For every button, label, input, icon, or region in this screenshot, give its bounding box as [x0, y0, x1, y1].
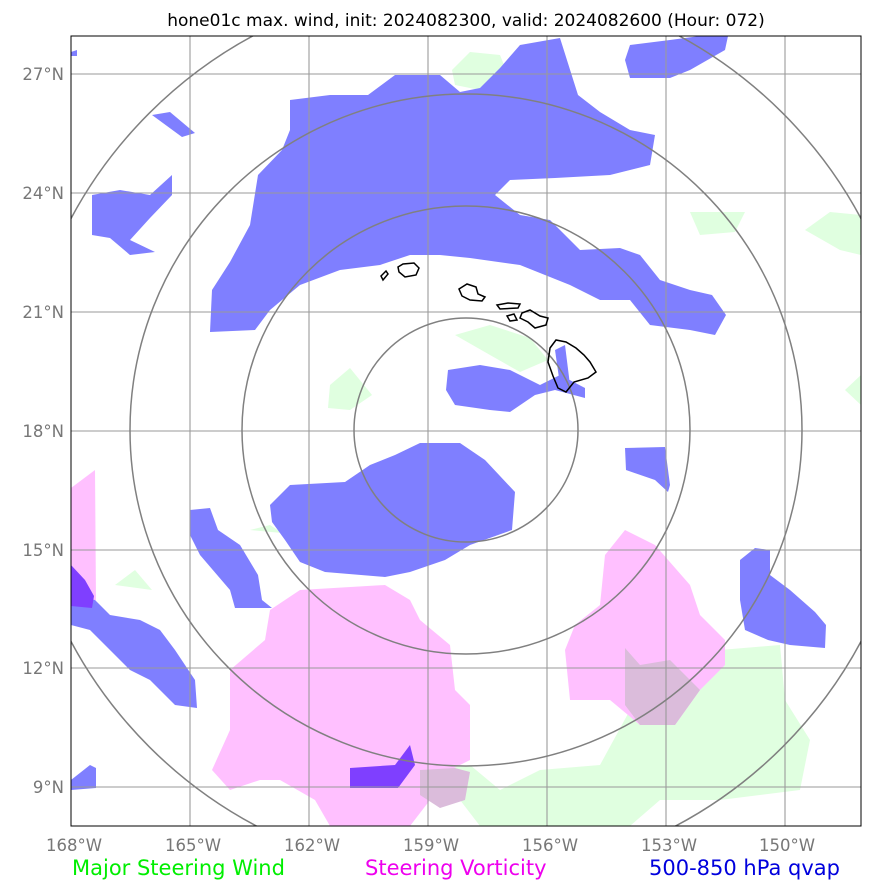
y-axis-ticks: 27°N 24°N 21°N 18°N 15°N 12°N 9°N	[22, 65, 64, 797]
y-tick-label: 9°N	[33, 778, 64, 797]
map-frame	[70, 35, 862, 827]
dark-overlap-regions	[71, 565, 415, 788]
y-tick-label: 18°N	[22, 422, 64, 441]
legend-major-steering-wind: Major Steering Wind	[72, 856, 285, 880]
y-tick-label: 27°N	[22, 65, 64, 84]
y-tick-label: 15°N	[22, 541, 64, 560]
x-tick-label: 159°W	[403, 836, 459, 855]
hawaiian-islands	[380, 262, 597, 393]
y-tick-label: 24°N	[22, 184, 64, 203]
overlap-regions	[420, 648, 700, 808]
x-tick-label: 153°W	[641, 836, 697, 855]
x-tick-label: 150°W	[759, 836, 815, 855]
map-title: hone01c max. wind, init: 2024082300, val…	[167, 11, 765, 31]
y-tick-label: 21°N	[22, 303, 64, 322]
qvap-regions	[71, 36, 826, 790]
legend-qvap: 500-850 hPa qvap	[649, 856, 840, 880]
legend: Major Steering Wind Steering Vorticity 5…	[72, 856, 840, 880]
x-axis-ticks: 168°W 165°W 162°W 159°W 156°W 153°W 150°…	[46, 836, 815, 855]
x-tick-label: 165°W	[165, 836, 221, 855]
x-tick-label: 168°W	[46, 836, 102, 855]
graticule	[71, 36, 861, 826]
x-tick-label: 156°W	[522, 836, 578, 855]
x-tick-label: 162°W	[284, 836, 340, 855]
map-area[interactable]	[18, 0, 873, 878]
range-rings	[71, 36, 861, 826]
y-tick-label: 12°N	[22, 659, 64, 678]
legend-steering-vorticity: Steering Vorticity	[365, 856, 547, 880]
